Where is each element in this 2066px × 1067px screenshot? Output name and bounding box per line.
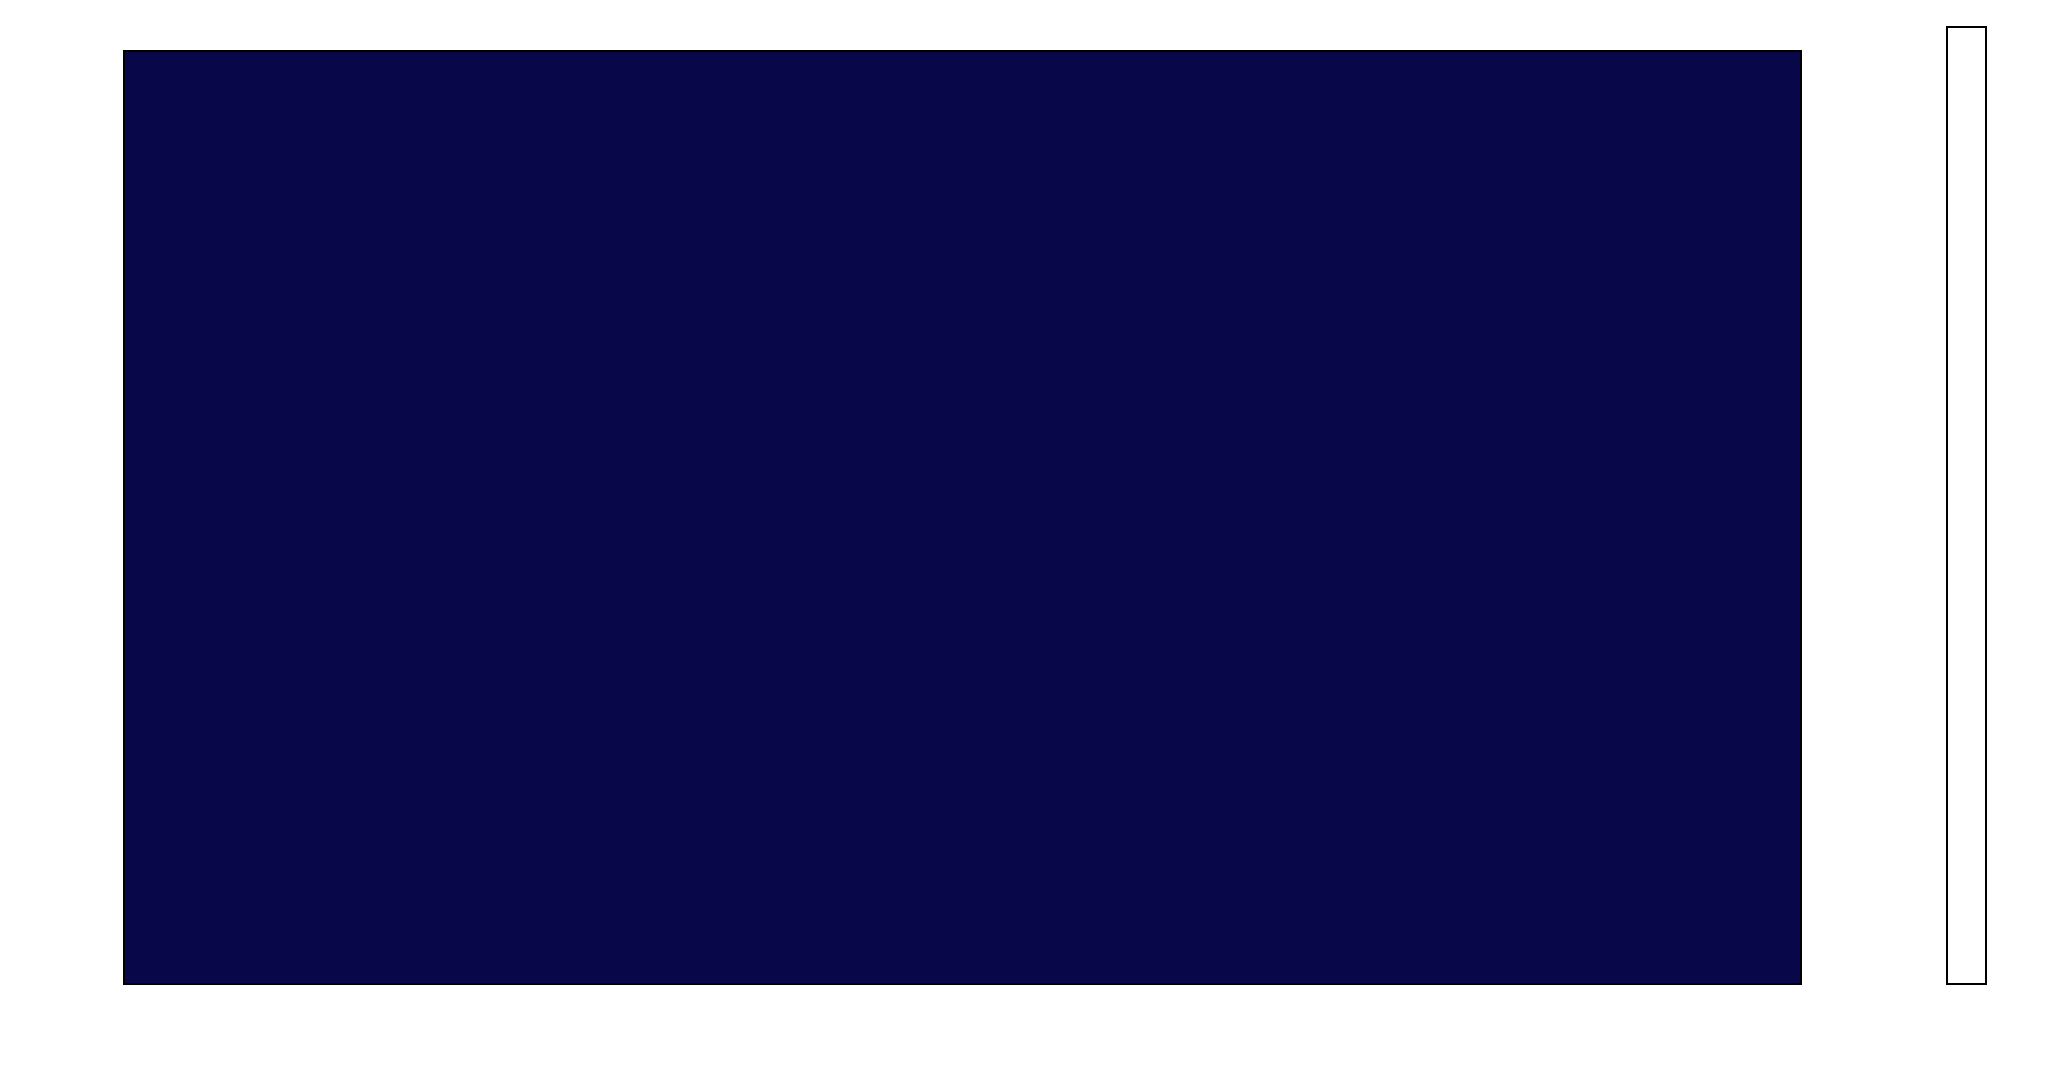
spectrogram-canvas bbox=[125, 52, 1800, 983]
colorbar bbox=[1946, 26, 1987, 985]
plot-area bbox=[123, 50, 1802, 985]
colorbar-canvas bbox=[1948, 28, 1985, 983]
